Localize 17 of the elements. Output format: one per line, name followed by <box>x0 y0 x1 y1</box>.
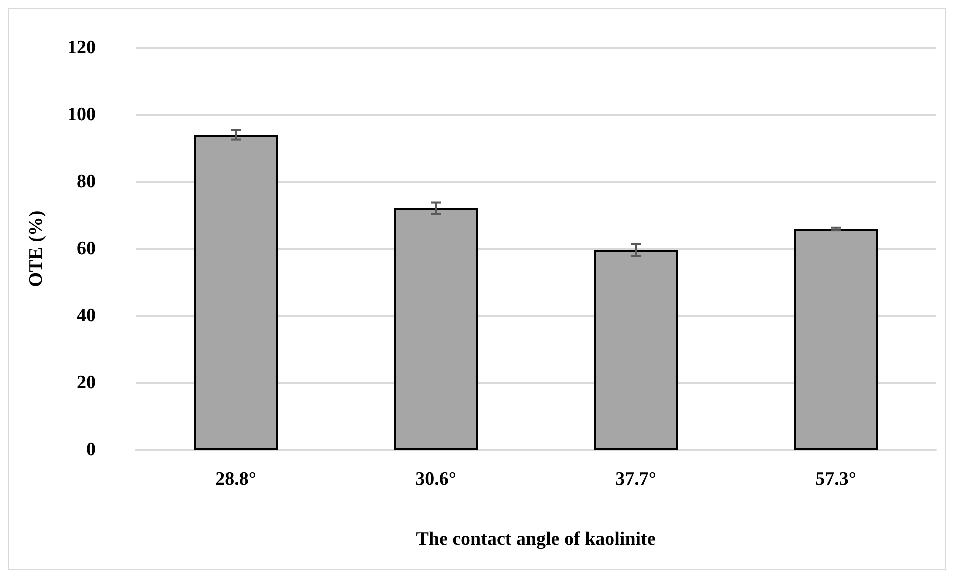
bar <box>594 250 678 450</box>
y-tick-label: 40 <box>77 306 96 326</box>
x-axis-title: The contact angle of kaolinite <box>416 529 656 550</box>
bar <box>394 208 478 450</box>
y-tick-label: 0 <box>86 440 96 460</box>
x-tick-label: 30.6° <box>416 469 456 490</box>
bar <box>794 229 878 450</box>
x-tick-label: 28.8° <box>216 469 256 490</box>
y-axis-title: OTE (%) <box>26 210 47 288</box>
y-tick-label: 80 <box>77 172 96 192</box>
y-tick-label: 100 <box>68 104 96 126</box>
bar <box>194 135 278 450</box>
x-tick-label: 57.3° <box>816 469 856 490</box>
y-tick-label: 60 <box>77 238 96 260</box>
x-tick-label: 37.7° <box>616 469 656 490</box>
y-tick-label: 120 <box>68 38 96 58</box>
y-tick-label: 20 <box>77 372 96 394</box>
